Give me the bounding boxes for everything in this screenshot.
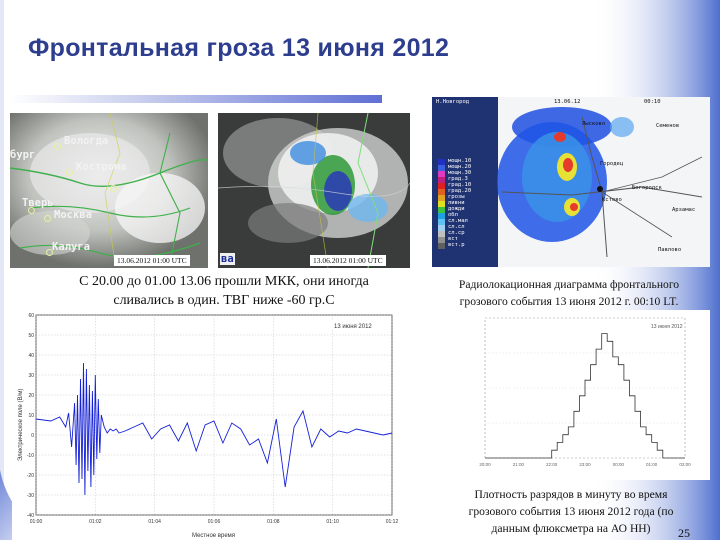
radar-legend-item: дожди	[448, 206, 465, 212]
city-marker	[110, 185, 117, 192]
caption-density-line3: данным флюксметра на АО НН)	[491, 522, 651, 535]
radar-legend-item: вст	[448, 236, 458, 242]
x-tick-label: 01:10	[326, 519, 339, 525]
radar-town-label: Павлово	[658, 247, 682, 253]
slide-title: Фронтальная гроза 13 июня 2012	[28, 34, 450, 62]
radar-header: Н.Новгород	[436, 99, 470, 105]
satellite-left-art	[10, 113, 208, 268]
satellite-right-art	[218, 113, 410, 268]
y-tick-label: -20	[27, 473, 34, 479]
caption-satellite-line2: сливались в один. ТВГ ниже -60 гр.С	[113, 293, 335, 308]
chart-legend-text: 13 июня 2012	[334, 324, 372, 330]
chart-ylabel: Электрическое поле (В/м)	[18, 389, 24, 461]
caption-radar: Радиолокационная диаграмма фронтального …	[426, 276, 712, 310]
hist-x-tick-label: 20:00	[479, 462, 491, 467]
hist-legend-text: 13 июня 2012	[651, 324, 683, 330]
radar-legend-item: град.3	[448, 176, 468, 182]
y-tick-label: 60	[28, 313, 34, 319]
radar-legend-item: грозы	[448, 194, 465, 200]
y-tick-label: -40	[27, 513, 34, 519]
city-label-vologda: Вологда	[64, 135, 109, 147]
radar-legend-item: мощн.30	[448, 170, 472, 176]
title-underline-bar	[10, 95, 382, 103]
x-tick-label: 01:12	[386, 519, 398, 525]
city-label-burg: бург	[10, 149, 36, 161]
y-tick-label: 30	[28, 373, 34, 379]
hist-x-tick-label: 22:00	[546, 462, 558, 467]
radar-legend-item: град.20	[448, 188, 472, 194]
city-marker	[54, 143, 61, 150]
hist-x-tick-label: 02:00	[679, 462, 691, 467]
satellite-image-right: ва 13.06.2012 01:00 UTC	[218, 113, 410, 268]
radar-legend-item: мощн.20	[448, 164, 472, 170]
radar-town-label: Богородск	[632, 185, 662, 191]
x-tick-label: 01:06	[208, 519, 221, 525]
caption-density: Плотность разрядов в минуту во время гро…	[440, 486, 702, 537]
y-tick-label: 40	[28, 353, 34, 359]
field-series-line	[35, 362, 393, 496]
chart-xlabel: Местное время	[192, 533, 235, 539]
city-marker	[46, 249, 53, 256]
caption-density-line2: грозового события 13 июня 2012 года (по	[468, 505, 674, 518]
x-tick-label: 01:04	[148, 519, 161, 525]
radar-image: Н.Новгород 13.06.12 00:10 мощн.10 мощн.2…	[432, 97, 710, 267]
radar-legend-item: град.10	[448, 182, 472, 188]
hist-series-line	[485, 333, 685, 459]
radar-town-label: Городец	[600, 161, 624, 167]
city-marker	[44, 215, 51, 222]
electric-field-chart: 60 50 40 30 20 10 0 -10 -20 -30 -40 01:00 01:02 01:04…	[12, 311, 398, 540]
discharge-density-chart: 20:00 21:00 22:00 23:00 00:00 01:00 02:00 13 и…	[455, 310, 710, 480]
radar-legend-item: сл.сл	[448, 224, 465, 230]
x-tick-label: 01:00	[30, 519, 43, 525]
y-tick-label: -10	[27, 453, 34, 459]
radar-legend-item: ливни	[448, 200, 465, 206]
city-label-kostroma: Кострома	[76, 161, 127, 173]
satellite-image-left: Вологда бург Кострома Тверь Москва Калуг…	[10, 113, 208, 268]
radar-town-label: Семенов	[656, 123, 680, 129]
city-marker	[28, 207, 35, 214]
page-number: 25	[678, 526, 690, 540]
radar-town-label: Лысково	[582, 121, 606, 127]
radar-legend-item: сл.мал	[448, 218, 468, 224]
city-label-moskva: Москва	[54, 209, 92, 221]
caption-radar-line2: грозового события 13 июня 2012 г. 00:10 …	[459, 295, 679, 308]
radar-legend-item: обл	[448, 212, 458, 218]
radar-legend-item: мощн.10	[448, 158, 472, 164]
radar-date: 13.06.12	[554, 99, 581, 105]
satellite-left-timestamp: 13.06.2012 01:00 UTC	[114, 255, 190, 266]
hist-x-tick-label: 21:00	[513, 462, 525, 467]
city-label-kaluga: Калуга	[52, 241, 90, 253]
y-tick-label: 50	[28, 333, 34, 339]
y-tick-label: 10	[28, 413, 34, 419]
x-tick-label: 01:08	[267, 519, 280, 525]
y-tick-label: -30	[27, 493, 34, 499]
radar-legend-item: сл.ср	[448, 230, 465, 236]
hist-x-tick-label: 23:00	[579, 462, 591, 467]
city-marker	[66, 169, 73, 176]
caption-radar-line1: Радиолокационная диаграмма фронтального	[458, 278, 680, 291]
legend-box	[332, 321, 380, 330]
satellite-right-fragment-label: ва	[220, 253, 235, 265]
x-tick-label: 01:02	[89, 519, 102, 525]
caption-density-line1: Плотность разрядов в минуту во время	[474, 488, 668, 501]
satellite-right-timestamp: 13.06.2012 01:00 UTC	[310, 255, 386, 266]
caption-satellite-line1: С 20.00 до 01.00 13.06 прошли МКК, они и…	[79, 274, 369, 289]
city-label-tver: Тверь	[22, 197, 54, 209]
radar-time: 00:10	[644, 99, 661, 105]
y-tick-label: 20	[28, 393, 34, 399]
radar-legend-item: вст.р	[448, 242, 465, 248]
hist-x-tick-label: 01:00	[646, 462, 658, 467]
hist-x-tick-label: 00:00	[613, 462, 625, 467]
y-tick-label: 0	[31, 433, 34, 439]
caption-satellite: С 20.00 до 01.00 13.06 прошли МКК, они и…	[44, 272, 404, 310]
radar-town-label: Арзамас	[672, 207, 696, 213]
discharge-density-chart-svg: 20:00 21:00 22:00 23:00 00:00 01:00 02:00 13 и…	[479, 317, 691, 467]
radar-art	[432, 97, 710, 267]
radar-town-label: Кстово	[602, 197, 622, 203]
